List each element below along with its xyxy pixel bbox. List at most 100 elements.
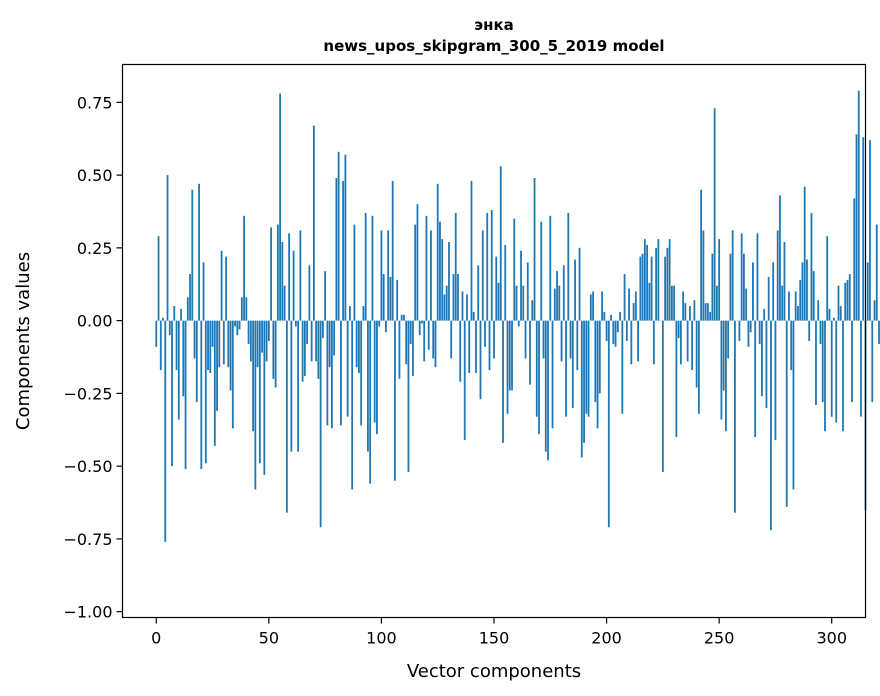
- bar-155: [504, 244, 507, 321]
- bar-73: [319, 320, 322, 528]
- bar-202: [610, 314, 612, 321]
- bar-211: [630, 320, 633, 365]
- bar-79: [333, 320, 336, 356]
- bar-283: [792, 320, 795, 490]
- bar-24: [209, 320, 212, 374]
- bar-190: [583, 320, 585, 443]
- bar-301: [833, 317, 835, 321]
- bar-49: [265, 320, 268, 362]
- bar-51: [270, 227, 273, 321]
- bar-274: [772, 262, 775, 321]
- bar-80: [335, 178, 338, 321]
- bar-307: [846, 279, 849, 321]
- bar-198: [601, 291, 603, 321]
- bar-group: [155, 90, 880, 542]
- bar-288: [803, 186, 806, 321]
- bar-160: [515, 285, 518, 321]
- bar-305: [842, 320, 844, 432]
- bar-85: [346, 320, 349, 417]
- bar-71: [315, 320, 318, 362]
- bar-157: [508, 320, 511, 391]
- bar-8: [173, 306, 176, 321]
- bar-62: [294, 320, 297, 327]
- bar-316: [866, 262, 869, 321]
- bar-182: [565, 320, 567, 417]
- bar-6: [168, 320, 171, 336]
- bar-241: [697, 320, 700, 414]
- bar-171: [540, 221, 543, 321]
- bar-119: [423, 320, 426, 362]
- bar-16: [191, 189, 194, 321]
- bar-96: [371, 215, 374, 321]
- bar-234: [682, 291, 685, 321]
- bar-142: [475, 320, 477, 374]
- chart-title-line1: энка: [474, 16, 514, 34]
- bar-205: [616, 320, 619, 333]
- bar-264: [749, 320, 752, 333]
- bar-222: [655, 247, 658, 321]
- bar-246: [709, 311, 712, 321]
- bar-208: [623, 274, 626, 321]
- bar-214: [637, 320, 639, 362]
- bar-291: [810, 212, 813, 321]
- bar-105: [391, 180, 394, 321]
- bar-147: [486, 212, 489, 321]
- bar-112: [407, 320, 410, 472]
- bar-108: [398, 320, 401, 379]
- bar-199: [603, 311, 606, 321]
- bar-2: [159, 320, 162, 371]
- bar-156: [506, 320, 509, 414]
- bar-50: [267, 320, 270, 341]
- bar-293: [815, 320, 817, 406]
- y-tick-label-6: −0.75: [63, 530, 112, 549]
- bar-19: [198, 183, 200, 321]
- bar-187: [576, 320, 579, 371]
- bar-255: [729, 253, 732, 321]
- bar-11: [180, 308, 182, 321]
- bar-28: [218, 320, 221, 368]
- bar-303: [837, 285, 840, 321]
- bar-97: [373, 320, 376, 423]
- bar-145: [481, 230, 484, 321]
- y-tick-label-5: −0.50: [63, 457, 112, 476]
- bar-18: [195, 320, 198, 403]
- x-tick-label-0: 0: [151, 629, 161, 648]
- bar-209: [625, 320, 628, 341]
- bar-104: [389, 276, 392, 321]
- bar-273: [770, 320, 772, 531]
- bar-252: [722, 320, 725, 391]
- bar-128: [443, 294, 446, 321]
- bar-220: [650, 256, 653, 321]
- bar-0: [155, 320, 158, 347]
- bar-102: [385, 320, 387, 333]
- bar-233: [679, 320, 682, 365]
- bar-115: [414, 224, 417, 321]
- bar-285: [797, 306, 799, 321]
- bar-101: [382, 274, 385, 321]
- bar-135: [459, 320, 462, 382]
- bar-240: [695, 320, 698, 388]
- bar-164: [524, 320, 527, 359]
- y-tick-label-2: 0.25: [77, 239, 113, 258]
- bar-317: [869, 140, 871, 321]
- bar-238: [691, 320, 694, 371]
- bar-321: [878, 320, 880, 344]
- bar-158: [511, 320, 513, 391]
- bar-15: [189, 274, 191, 321]
- bar-137: [463, 320, 466, 440]
- bar-269: [761, 320, 763, 397]
- bar-29: [220, 250, 223, 321]
- bar-193: [589, 294, 592, 321]
- bar-144: [479, 320, 482, 400]
- bar-312: [857, 90, 860, 321]
- bar-116: [416, 204, 419, 321]
- bar-302: [835, 320, 838, 423]
- bar-318: [871, 320, 874, 403]
- y-axis-label: Components values: [13, 252, 34, 430]
- bar-159: [513, 218, 516, 321]
- bar-98: [376, 320, 378, 435]
- bar-278: [781, 285, 784, 321]
- bar-197: [598, 320, 601, 394]
- bar-172: [542, 320, 545, 359]
- bar-165: [526, 262, 529, 321]
